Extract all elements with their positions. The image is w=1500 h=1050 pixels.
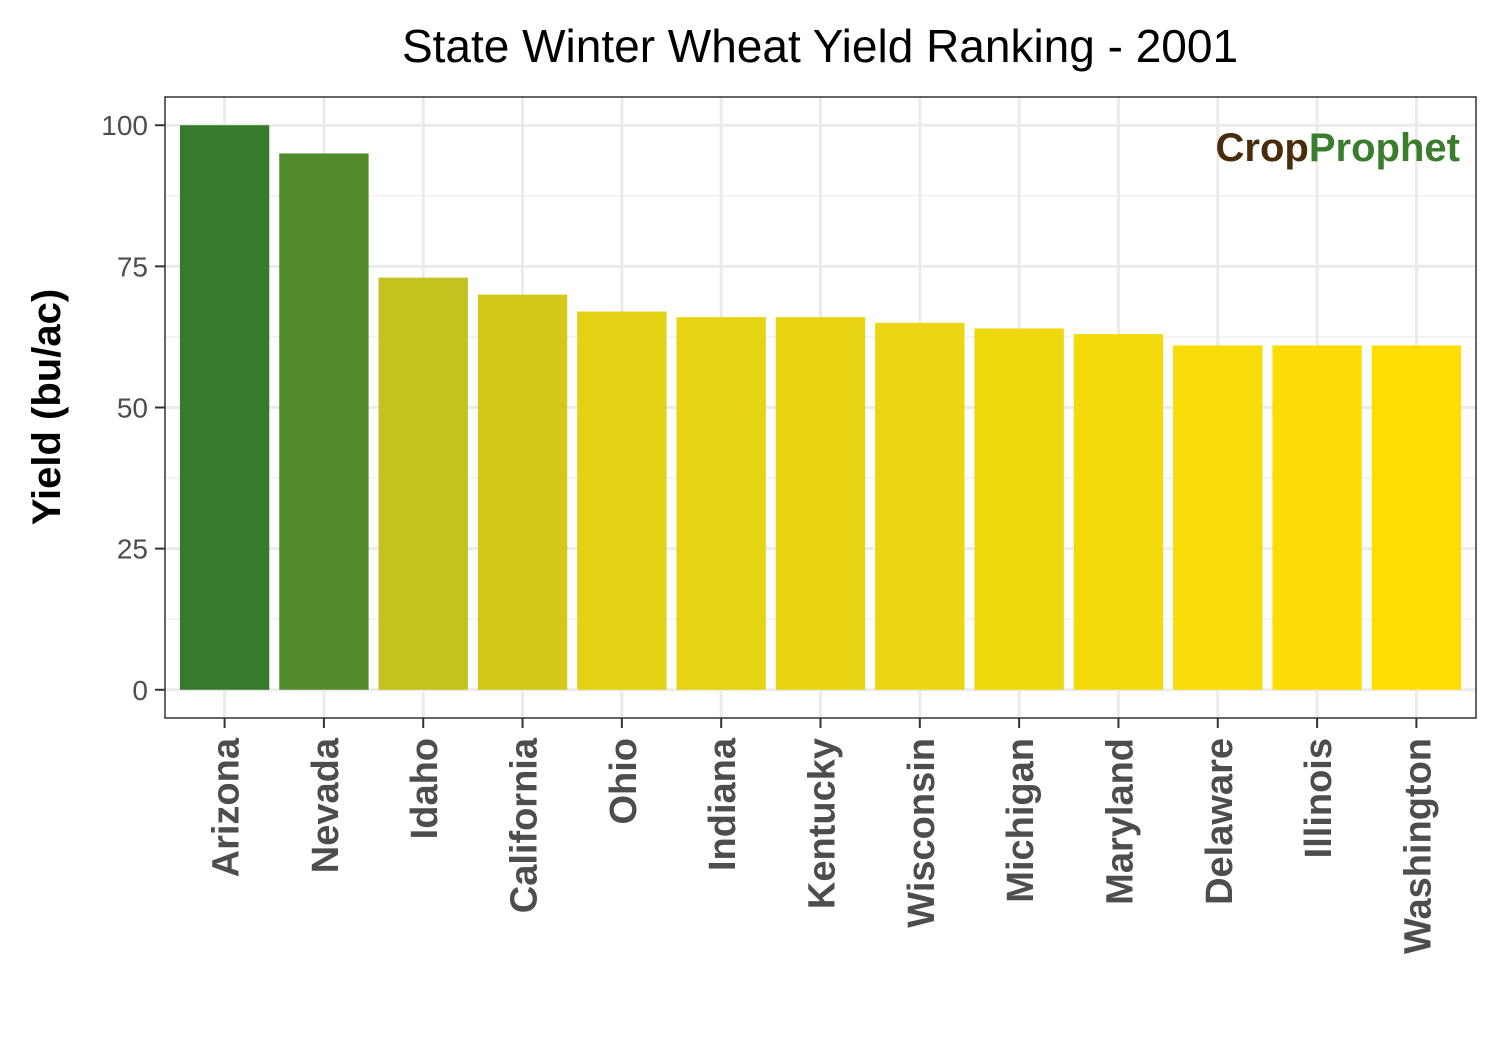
bars [179, 125, 1462, 690]
x-tick-label: Washington [1397, 738, 1439, 954]
x-tick-label: Kentucky [802, 738, 844, 909]
logo-crop-text: Crop [1216, 126, 1309, 170]
x-tick-label: Nevada [305, 737, 347, 873]
bar-maryland [1073, 334, 1164, 690]
x-tick-label: California [504, 737, 546, 913]
y-tick-label: 0 [132, 675, 148, 706]
y-tick-label: 50 [117, 393, 148, 424]
bar-wisconsin [875, 322, 965, 690]
x-tick-label: Delaware [1199, 738, 1241, 905]
bar-arizona [179, 125, 270, 690]
bar-idaho [378, 277, 468, 690]
y-tick-label: 25 [117, 534, 148, 565]
x-tick-label: Arizona [206, 737, 248, 877]
x-tick-label: Michigan [1000, 738, 1042, 903]
bar-nevada [279, 153, 369, 690]
chart-title: State Winter Wheat Yield Ranking - 2001 [402, 20, 1238, 72]
x-tick-label: Illinois [1298, 738, 1340, 858]
y-tick-label: 75 [117, 251, 148, 282]
bar-washington [1371, 345, 1462, 690]
bar-california [477, 294, 568, 690]
bar-ohio [577, 311, 667, 690]
logo-prophet-text: Prophet [1309, 126, 1460, 170]
x-tick-label: Ohio [603, 738, 645, 825]
bar-illinois [1272, 345, 1362, 690]
x-tick-label: Indiana [702, 737, 744, 871]
cropprophet-logo: CropProphet [1216, 126, 1460, 170]
x-tick-label: Idaho [404, 738, 446, 839]
y-tick-label: 100 [101, 110, 148, 141]
y-axis-label: Yield (bu/ac) [25, 289, 69, 525]
bar-michigan [974, 328, 1064, 690]
svg-text:CropProphet: CropProphet [1216, 126, 1460, 170]
axes: 0 25 50 75 100 Arizona Nevada Idaho California Oh… [101, 110, 1439, 954]
bar-delaware [1173, 345, 1263, 690]
bar-indiana [676, 317, 766, 690]
bar-kentucky [775, 317, 866, 690]
x-tick-label: Maryland [1099, 738, 1141, 905]
x-tick-label: Wisconsin [901, 738, 943, 928]
